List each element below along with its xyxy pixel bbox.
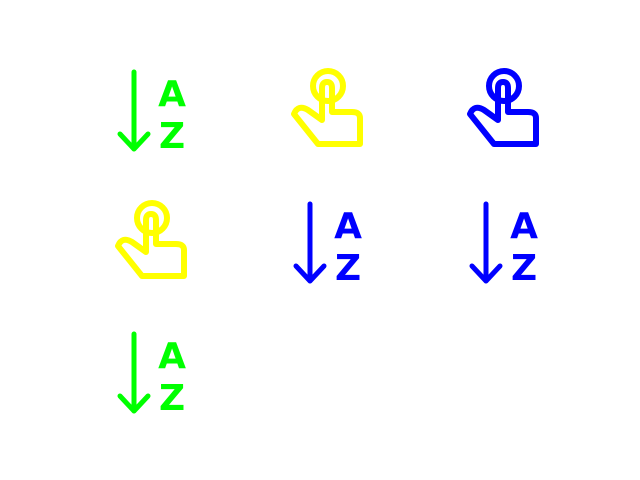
tap-hand-icon xyxy=(112,196,192,292)
sort-letter-bottom: Z xyxy=(335,248,361,289)
sort-letter-top: A xyxy=(334,206,362,247)
sort-letter-top: A xyxy=(510,206,538,247)
tap-hand-icon xyxy=(464,64,544,160)
sort-letter-bottom: Z xyxy=(511,248,537,289)
sort-letter-top: A xyxy=(158,336,186,377)
sort-letter-bottom: Z xyxy=(159,116,185,157)
sort-letter-top: A xyxy=(158,74,186,115)
tap-hand-icon xyxy=(288,64,368,160)
sort-letter-bottom: Z xyxy=(159,378,185,419)
